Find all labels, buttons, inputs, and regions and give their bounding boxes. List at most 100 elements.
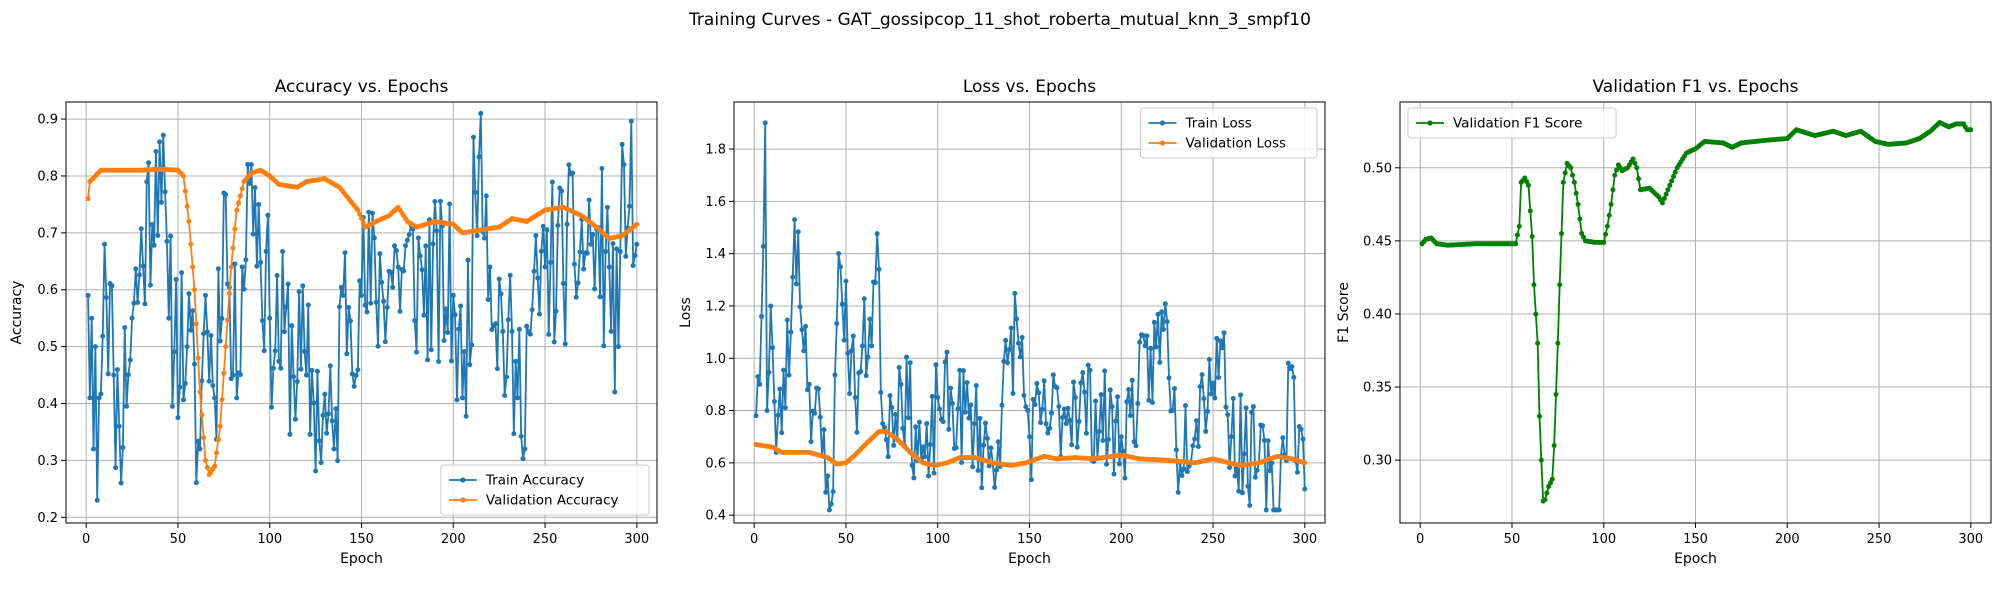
data-point xyxy=(513,358,519,364)
data-point xyxy=(779,430,785,436)
data-point xyxy=(210,382,216,388)
data-point xyxy=(535,275,541,281)
data-point xyxy=(100,333,106,339)
data-point xyxy=(1214,335,1220,341)
data-point xyxy=(122,325,128,331)
data-point xyxy=(1514,232,1520,238)
data-point xyxy=(1560,179,1566,185)
data-point xyxy=(1551,443,1557,449)
data-point xyxy=(1208,391,1214,397)
data-point xyxy=(283,304,289,310)
x-tick-label: 250 xyxy=(1867,532,1892,547)
data-point xyxy=(1039,406,1045,412)
data-point xyxy=(1034,380,1040,386)
y-tick-label: 0.2 xyxy=(37,511,58,526)
data-point xyxy=(1190,443,1196,449)
data-point xyxy=(606,264,612,270)
data-point xyxy=(197,446,203,452)
y-tick-label: 0.8 xyxy=(705,404,726,419)
data-point xyxy=(1080,370,1086,376)
data-point xyxy=(1047,425,1053,431)
data-point xyxy=(223,344,229,350)
data-point xyxy=(182,188,188,194)
data-point xyxy=(931,470,937,476)
data-point xyxy=(437,198,443,204)
data-point xyxy=(786,372,792,378)
data-point xyxy=(1302,486,1308,492)
x-tick-label: 0 xyxy=(82,532,90,547)
data-point xyxy=(142,301,148,307)
data-point xyxy=(960,368,966,374)
data-point xyxy=(436,359,442,365)
data-point xyxy=(371,235,377,241)
data-point xyxy=(138,226,144,232)
subplot-title: Accuracy vs. Epochs xyxy=(275,77,449,97)
data-point xyxy=(223,191,229,197)
legend-marker xyxy=(1427,120,1433,126)
data-point xyxy=(212,395,218,401)
data-point xyxy=(452,312,458,318)
data-point xyxy=(496,276,502,282)
data-point xyxy=(1604,223,1610,229)
data-point xyxy=(830,489,836,495)
data-point xyxy=(847,391,853,397)
data-point xyxy=(891,442,897,448)
data-point xyxy=(219,397,225,403)
data-point xyxy=(136,272,142,278)
data-point xyxy=(234,395,240,401)
legend-marker xyxy=(1159,140,1166,146)
data-point xyxy=(834,321,840,327)
data-point xyxy=(248,162,254,168)
data-point xyxy=(294,379,300,385)
data-point xyxy=(573,294,579,300)
data-point xyxy=(114,367,120,373)
data-point xyxy=(144,179,150,185)
data-point xyxy=(87,395,93,401)
data-point xyxy=(428,347,434,353)
data-point xyxy=(1513,241,1519,247)
y-tick-label: 0.50 xyxy=(1363,161,1392,176)
data-point xyxy=(160,132,166,138)
data-point xyxy=(1263,507,1269,513)
data-point xyxy=(1533,311,1539,317)
data-point xyxy=(221,370,227,376)
data-point xyxy=(527,331,533,337)
data-point xyxy=(1135,401,1141,407)
data-point xyxy=(191,361,197,367)
data-point xyxy=(1118,434,1124,440)
data-point xyxy=(1516,223,1522,229)
data-point xyxy=(270,365,276,371)
data-point xyxy=(375,343,381,349)
data-point xyxy=(388,269,394,275)
x-tick-label: 300 xyxy=(1958,532,1983,547)
data-point xyxy=(848,348,854,354)
data-point xyxy=(267,315,273,321)
data-point xyxy=(1036,390,1042,396)
data-point xyxy=(314,368,320,374)
data-point xyxy=(760,243,766,249)
data-point xyxy=(845,350,851,356)
data-point xyxy=(1555,340,1561,346)
data-point xyxy=(852,394,858,400)
data-point xyxy=(935,394,941,400)
data-point xyxy=(237,372,243,378)
data-point xyxy=(628,118,634,124)
data-point xyxy=(775,412,781,418)
data-point xyxy=(230,372,236,378)
data-point xyxy=(817,414,823,420)
data-point xyxy=(1245,483,1251,489)
data-point xyxy=(124,403,130,409)
data-point xyxy=(258,259,264,265)
data-point xyxy=(504,374,509,380)
data-point xyxy=(1573,190,1579,196)
data-point xyxy=(808,439,814,445)
data-point xyxy=(1667,182,1673,188)
data-point xyxy=(162,189,168,195)
data-point xyxy=(1669,178,1675,184)
data-point xyxy=(1181,466,1187,472)
data-point xyxy=(588,241,594,247)
data-point xyxy=(1060,415,1066,421)
data-point xyxy=(454,397,460,403)
data-point xyxy=(815,386,821,392)
data-point xyxy=(265,212,271,218)
